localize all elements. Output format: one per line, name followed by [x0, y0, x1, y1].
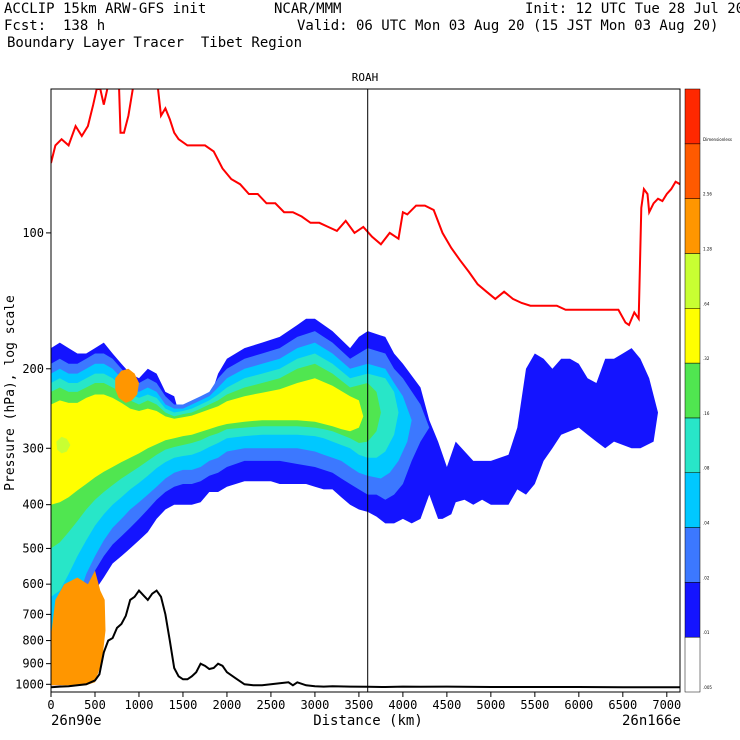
y-tick-label: 700: [22, 607, 44, 621]
x-tick-label: 500: [84, 698, 106, 712]
x-tick-label: 6000: [564, 698, 593, 712]
header-product: Boundary Layer Tracer Tibet Region: [7, 35, 303, 51]
colorbar-label: Dimensionless: [703, 137, 732, 142]
colorbar-swatch: [684, 198, 701, 254]
colorbar: .005 .01 .02 .04 .08 .16 .32 .64 1.28 2.56 Dimensi…: [684, 88, 732, 693]
tracer-region-8: [115, 368, 139, 403]
header-org: NCAR/MMM: [274, 1, 342, 17]
y-axis: 100 200 300 400 500 600 700 800 900 1000: [15, 226, 51, 691]
y-tick-label: 1000: [15, 677, 44, 691]
x-tick-label: 4000: [388, 698, 417, 712]
x-tick-label: 5000: [476, 698, 505, 712]
tracer-region-7: [56, 436, 71, 454]
colorbar-swatch: [684, 472, 701, 528]
colorbar-label: .01: [703, 630, 710, 635]
colorbar-label: .005: [703, 685, 712, 690]
y-tick-label: 100: [22, 226, 44, 240]
x-start-label: 26n90e: [51, 713, 102, 729]
colorbar-label: 1.28: [703, 246, 712, 251]
x-axis-label: Distance (km): [313, 713, 423, 729]
x-tick-label: 5500: [520, 698, 549, 712]
x-tick-label: 4500: [432, 698, 461, 712]
colorbar-label: 2.56: [703, 192, 712, 197]
colorbar-label: .08: [703, 466, 710, 471]
chart-title: ROAH: [352, 71, 379, 84]
x-tick-label: 2500: [256, 698, 285, 712]
y-tick-label: 300: [22, 441, 44, 455]
y-tick-label: 900: [22, 657, 44, 671]
x-tick-label: 1500: [169, 698, 198, 712]
header-init: Init: 12 UTC Tue 28 Jul 20: [525, 1, 740, 17]
x-tick-label: 2000: [212, 698, 241, 712]
x-tick-label: 6500: [608, 698, 637, 712]
header-model: ACCLIP 15km ARW-GFS init: [4, 1, 207, 17]
tropopause-line: [51, 89, 680, 327]
y-tick-label: 600: [22, 577, 44, 591]
y-tick-label: 500: [22, 541, 44, 555]
header-fcst: Fcst: 138 h: [4, 18, 106, 34]
x-tick-label: 3500: [344, 698, 373, 712]
terrain-line: [51, 589, 680, 689]
tracer-region-6: [51, 378, 364, 505]
plot-frame: [50, 88, 681, 693]
y-axis-label: Pressure (hPa), log scale: [3, 295, 18, 491]
header-valid: Valid: 06 UTC Mon 03 Aug 20 (15 JST Mon …: [297, 18, 719, 34]
colorbar-swatch: [684, 362, 701, 419]
x-axis: 0 500 1000 1500 2000 2500 3000 3500 4000 4500 5000…: [47, 692, 681, 712]
y-tick-label: 800: [22, 634, 44, 648]
x-end-label: 26n166e: [622, 713, 681, 729]
colorbar-swatch: [684, 636, 701, 693]
x-tick-label: 3000: [300, 698, 329, 712]
tracer-region-9: [51, 570, 106, 686]
x-tick-label: 1000: [125, 698, 154, 712]
y-tick-label: 400: [22, 498, 44, 512]
x-tick-label: 7000: [652, 698, 681, 712]
colorbar-swatch: [684, 417, 701, 473]
y-tick-label: 200: [22, 362, 44, 376]
colorbar-swatch: [684, 88, 701, 145]
colorbar-label: .02: [703, 575, 710, 580]
colorbar-swatch: [684, 308, 701, 364]
x-tick-label: 0: [47, 698, 54, 712]
colorbar-swatch: [684, 527, 701, 583]
colorbar-label: .16: [703, 411, 710, 416]
colorbar-label: .32: [703, 356, 710, 361]
colorbar-label: .04: [703, 521, 710, 526]
colorbar-swatch: [684, 143, 701, 199]
colorbar-swatch: [684, 582, 701, 638]
colorbar-label: .64: [703, 301, 710, 306]
plot-area: [51, 89, 680, 692]
colorbar-swatch: [684, 253, 701, 309]
